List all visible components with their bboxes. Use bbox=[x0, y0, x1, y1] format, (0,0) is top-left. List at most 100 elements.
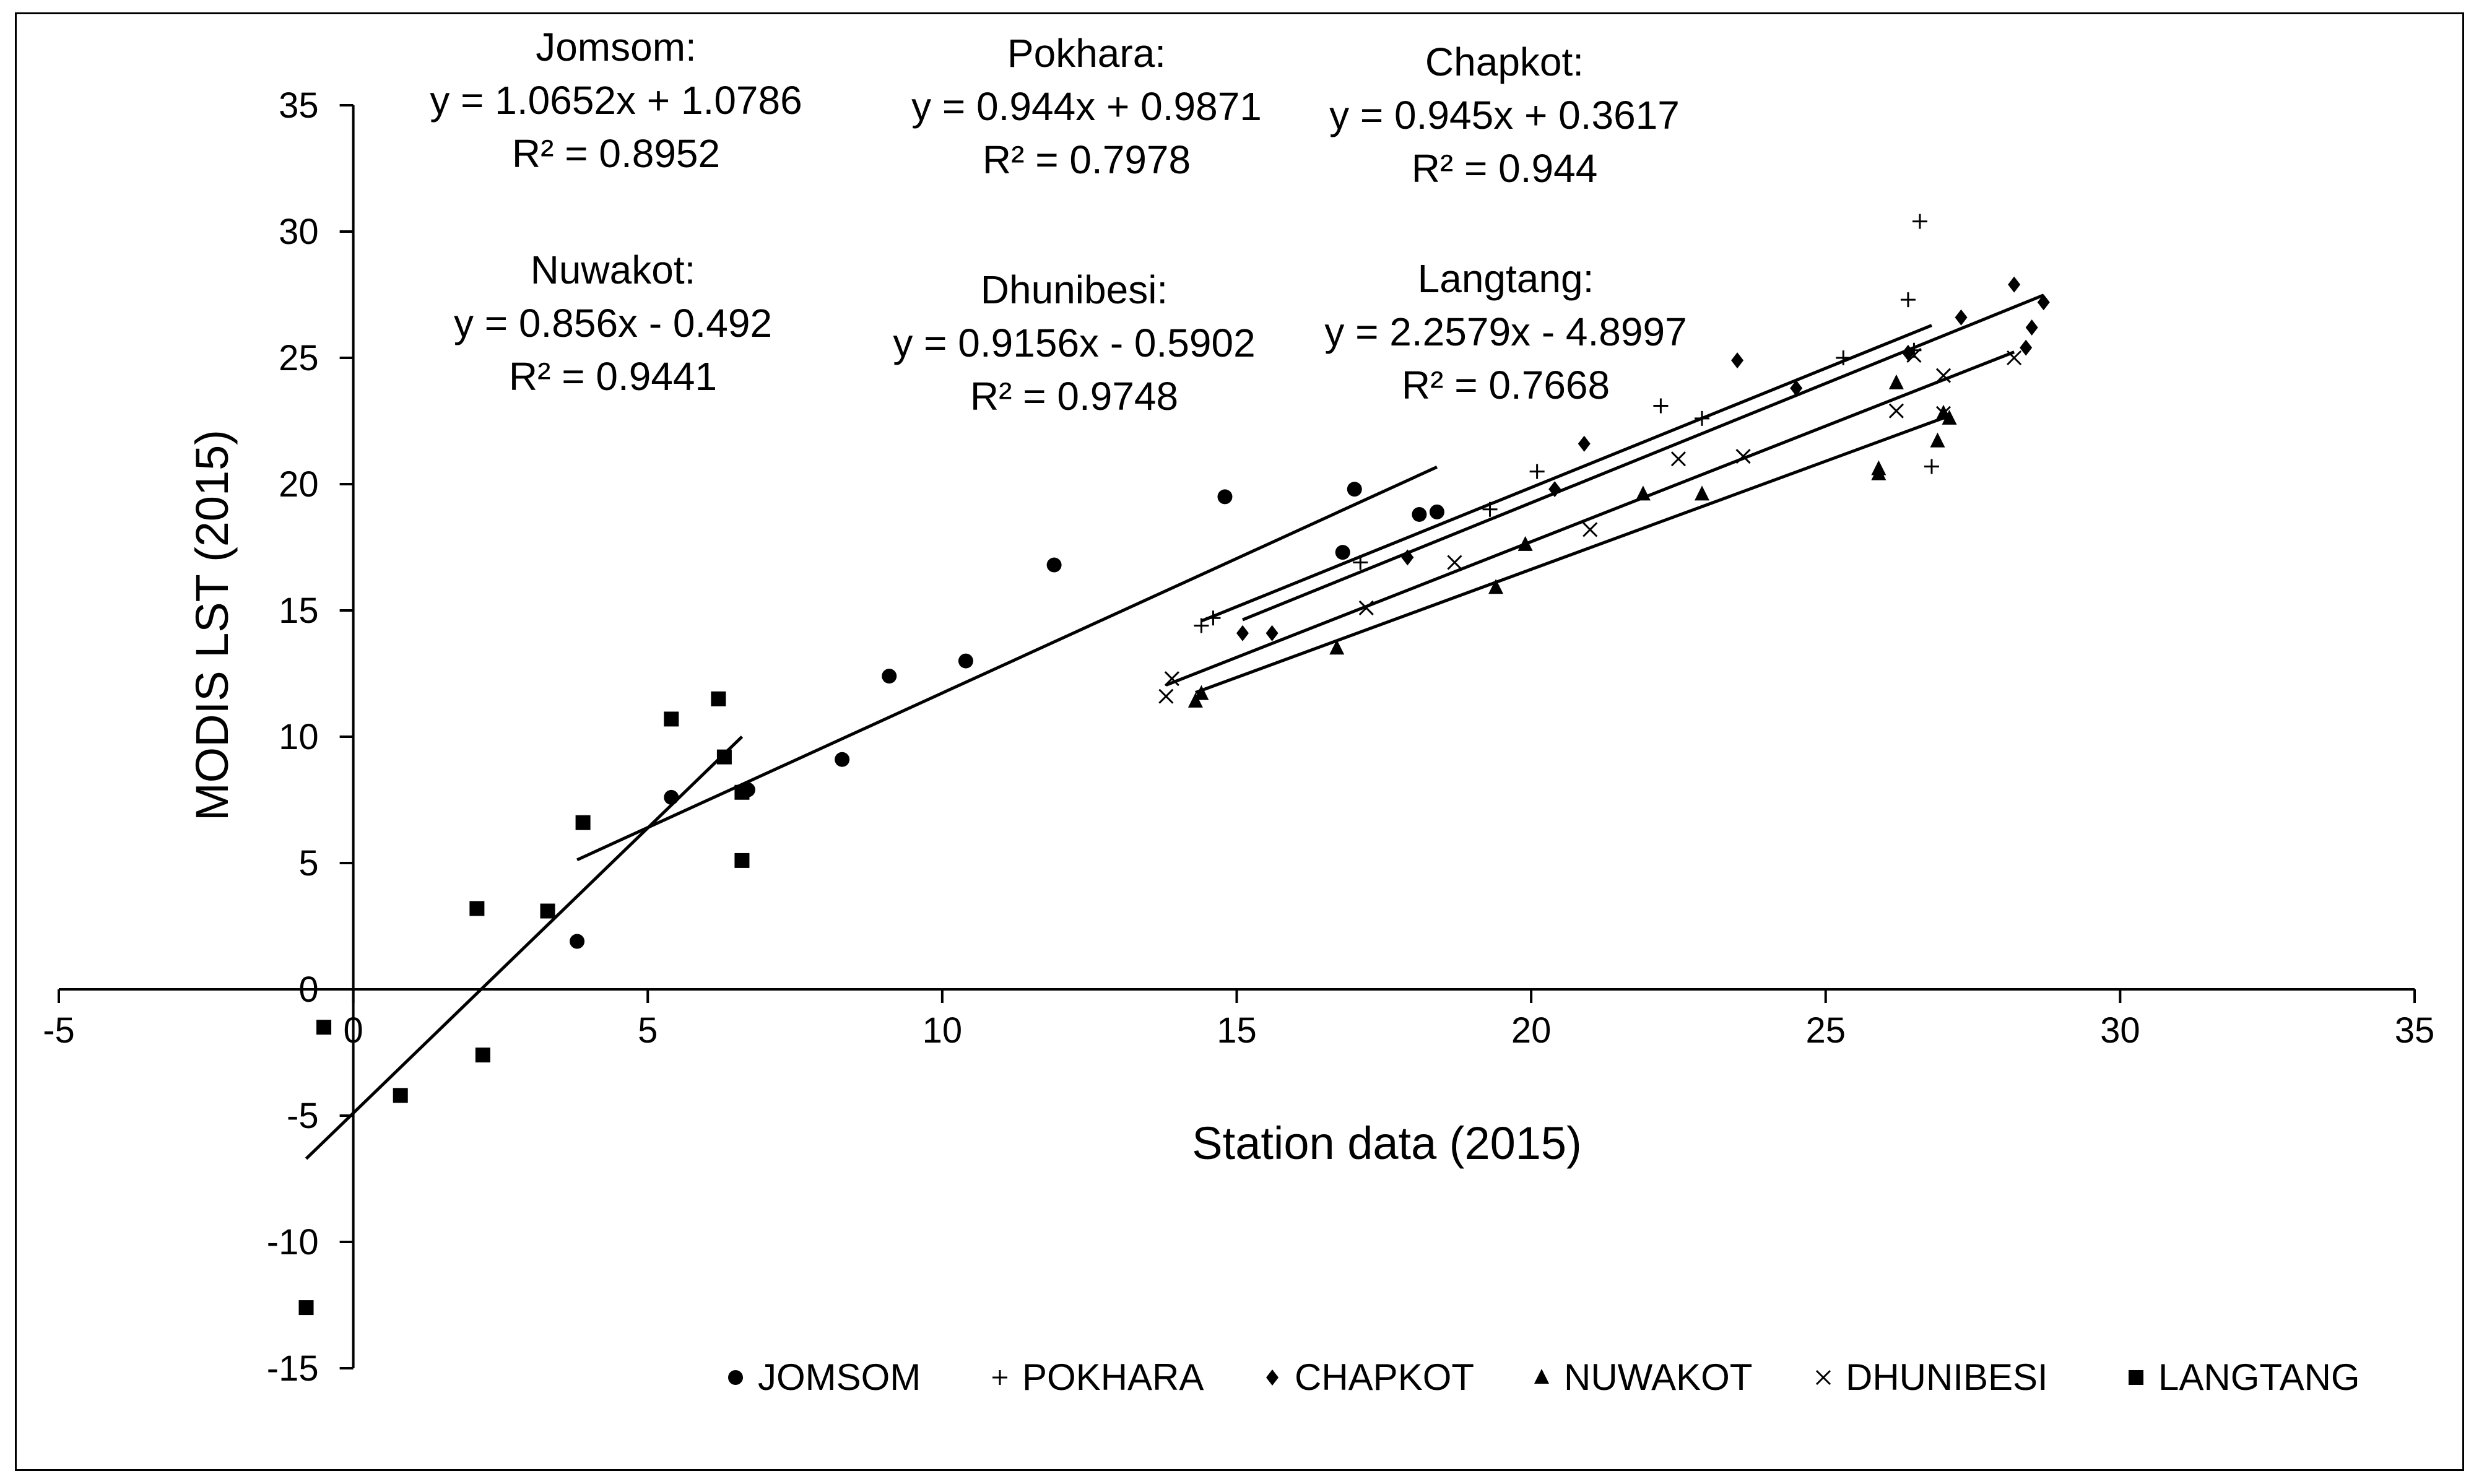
point-dhunibesi bbox=[1935, 406, 1952, 421]
legend-label: LANGTANG bbox=[2158, 1356, 2360, 1398]
annotation-equation: y = 0.9156x - 0.5902 bbox=[893, 321, 1255, 365]
data-points bbox=[298, 214, 2050, 1316]
annotation-equation: y = 2.2579x - 4.8997 bbox=[1324, 310, 1687, 354]
annotation-label: Dhunibesi: bbox=[981, 267, 1168, 312]
point-langtang bbox=[469, 901, 485, 916]
x-tick-label: 0 bbox=[343, 1010, 363, 1051]
point-chapkot bbox=[1731, 352, 1744, 369]
point-chapkot bbox=[2008, 276, 2021, 293]
point-chapkot bbox=[2025, 319, 2038, 336]
y-tick-label: -15 bbox=[267, 1348, 319, 1389]
point-langtang bbox=[298, 1300, 314, 1316]
y-tick-label: 30 bbox=[279, 212, 319, 252]
y-tick-label: -10 bbox=[267, 1222, 319, 1262]
point-pokhara bbox=[1694, 410, 1709, 426]
x-axis-title: Station data (2015) bbox=[1192, 1117, 1581, 1169]
point-pokhara bbox=[1529, 464, 1545, 479]
point-dhunibesi bbox=[1582, 522, 1598, 537]
point-langtang bbox=[711, 691, 726, 706]
point-chapkot bbox=[1401, 549, 1414, 566]
point-nuwakot bbox=[1194, 685, 1209, 700]
point-chapkot bbox=[1955, 309, 1968, 326]
legend-marker-chapkot bbox=[1266, 1369, 1279, 1386]
point-langtang bbox=[734, 784, 750, 800]
annotation-label: Pokhara: bbox=[1007, 31, 1166, 76]
point-chapkot bbox=[1790, 380, 1803, 396]
legend-marker-langtang bbox=[2129, 1370, 2143, 1385]
point-nuwakot bbox=[1871, 460, 1886, 475]
y-tick-label: 0 bbox=[298, 970, 318, 1010]
point-dhunibesi bbox=[1906, 347, 1922, 363]
point-dhunibesi bbox=[1735, 449, 1751, 464]
annotation-label: Nuwakot: bbox=[531, 248, 696, 292]
point-pokhara bbox=[1836, 350, 1851, 365]
point-nuwakot bbox=[1488, 579, 1504, 594]
point-chapkot bbox=[2020, 339, 2033, 356]
regression-annotations: Jomsom: y = 1.0652x + 1.0786 R² = 0.8952 Po… bbox=[430, 25, 1687, 419]
point-chapkot bbox=[1578, 435, 1591, 452]
legend-label: POKHARA bbox=[1022, 1356, 1204, 1398]
point-jomsom bbox=[1217, 489, 1233, 505]
point-dhunibesi bbox=[1447, 555, 1462, 570]
annotation-label: Chapkot: bbox=[1425, 40, 1584, 84]
point-jomsom bbox=[1429, 504, 1444, 519]
annotation-r2: R² = 0.7978 bbox=[983, 137, 1191, 182]
annotation-r2: R² = 0.9748 bbox=[970, 374, 1178, 419]
point-nuwakot bbox=[1888, 374, 1904, 389]
point-nuwakot bbox=[1517, 536, 1533, 551]
trendline-jomsom bbox=[576, 466, 1438, 862]
annotation-label: Jomsom: bbox=[536, 25, 697, 69]
point-langtang bbox=[316, 1020, 332, 1035]
point-langtang bbox=[716, 749, 732, 765]
annotation-r2: R² = 0.944 bbox=[1412, 146, 1598, 191]
point-jomsom bbox=[570, 934, 585, 949]
y-tick-label: -5 bbox=[287, 1096, 319, 1136]
legend-marker-dhunibesi bbox=[1815, 1369, 1831, 1386]
point-jomsom bbox=[1347, 482, 1362, 497]
x-tick-label: 5 bbox=[638, 1010, 658, 1051]
point-jomsom bbox=[1046, 557, 1062, 573]
y-tick-label: 5 bbox=[298, 843, 318, 883]
x-tick-label: 35 bbox=[2395, 1010, 2435, 1051]
x-tick-label: 30 bbox=[2100, 1010, 2140, 1051]
legend-marker-jomsom bbox=[728, 1370, 743, 1385]
point-pokhara bbox=[1924, 459, 1939, 474]
legend-label: DHUNIBESI bbox=[1846, 1356, 2048, 1398]
point-jomsom bbox=[882, 669, 897, 684]
annotation-r2: R² = 0.9441 bbox=[509, 354, 717, 399]
annotation-equation: y = 0.944x + 0.9871 bbox=[911, 84, 1262, 129]
point-langtang bbox=[575, 815, 591, 830]
legend-marker-pokhara bbox=[992, 1370, 1007, 1385]
trendlines bbox=[305, 293, 2044, 1160]
annotation-r2: R² = 0.7668 bbox=[1402, 363, 1610, 407]
point-dhunibesi bbox=[1358, 600, 1374, 615]
trendline-pokhara bbox=[1200, 324, 1932, 623]
annotation-label: Langtang: bbox=[1418, 256, 1594, 301]
point-dhunibesi bbox=[1164, 671, 1179, 687]
y-tick-label: 35 bbox=[279, 85, 319, 126]
x-tick-label: 20 bbox=[1511, 1010, 1552, 1051]
point-dhunibesi bbox=[1888, 403, 1904, 419]
point-nuwakot bbox=[1694, 485, 1709, 501]
point-jomsom bbox=[835, 752, 850, 767]
point-pokhara bbox=[1194, 618, 1209, 633]
annotation-equation: y = 1.0652x + 1.0786 bbox=[430, 78, 802, 123]
point-jomsom bbox=[1335, 545, 1350, 560]
point-chapkot bbox=[1266, 625, 1279, 641]
legend-marker-nuwakot bbox=[1534, 1369, 1549, 1384]
point-chapkot bbox=[1236, 625, 1249, 641]
point-dhunibesi bbox=[1670, 451, 1687, 467]
point-dhunibesi bbox=[1935, 368, 1952, 383]
y-axis-title: MODIS LST (2015) bbox=[186, 430, 238, 821]
point-pokhara bbox=[1912, 214, 1927, 229]
point-pokhara bbox=[1653, 398, 1669, 414]
point-langtang bbox=[393, 1088, 408, 1103]
legend: JOMSOM POKHARA CHAPKOT NUWAKOT DHUNIBESI LANG… bbox=[728, 1356, 2360, 1398]
trendline-nuwakot bbox=[1195, 414, 1950, 694]
annotation-equation: y = 0.945x + 0.3617 bbox=[1329, 93, 1680, 137]
trendline-dhunibesi bbox=[1165, 350, 2015, 687]
legend-label: NUWAKOT bbox=[1564, 1356, 1752, 1398]
trendline-langtang bbox=[305, 735, 744, 1160]
y-tick-label: 20 bbox=[279, 464, 319, 505]
y-tick-label: 10 bbox=[279, 717, 319, 757]
